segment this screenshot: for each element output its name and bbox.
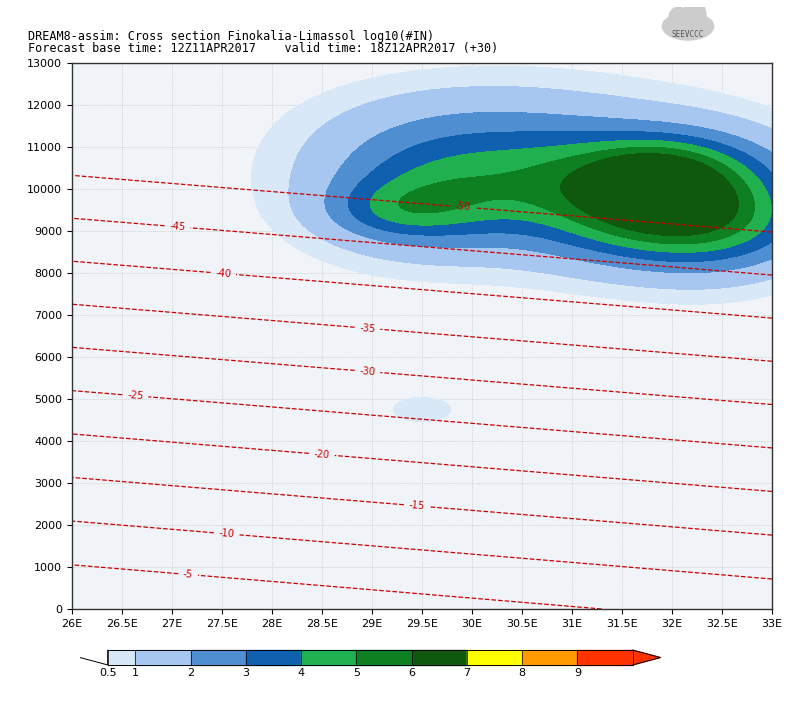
- Text: 6: 6: [408, 668, 415, 678]
- Text: 7: 7: [463, 668, 470, 678]
- Text: 9: 9: [574, 668, 581, 678]
- Circle shape: [683, 1, 706, 29]
- Text: -5: -5: [183, 569, 194, 580]
- Polygon shape: [633, 650, 660, 665]
- Ellipse shape: [662, 13, 714, 40]
- Text: 3: 3: [242, 668, 250, 678]
- Text: -20: -20: [314, 448, 330, 460]
- Text: 2: 2: [187, 668, 194, 678]
- Text: 8: 8: [518, 668, 526, 678]
- Text: 4: 4: [298, 668, 305, 678]
- Text: DREAM8-assim: Cross section Finokalia-Limassol log10(#IN): DREAM8-assim: Cross section Finokalia-Li…: [28, 30, 434, 43]
- Text: SEEVCCC: SEEVCCC: [672, 30, 704, 39]
- Text: -50: -50: [454, 201, 470, 213]
- Text: -40: -40: [215, 268, 231, 279]
- Text: -10: -10: [218, 528, 235, 539]
- Text: Forecast base time: 12Z11APR2017    valid time: 18Z12APR2017 (+30): Forecast base time: 12Z11APR2017 valid t…: [28, 42, 498, 55]
- Text: -15: -15: [409, 500, 425, 511]
- Text: -25: -25: [127, 390, 144, 401]
- Text: -45: -45: [170, 221, 186, 232]
- Circle shape: [669, 7, 688, 30]
- Polygon shape: [80, 650, 108, 665]
- Text: 5: 5: [353, 668, 360, 678]
- Text: 0.5: 0.5: [99, 668, 117, 678]
- Text: 1: 1: [132, 668, 138, 678]
- Text: -30: -30: [359, 366, 376, 377]
- Text: -35: -35: [359, 322, 376, 334]
